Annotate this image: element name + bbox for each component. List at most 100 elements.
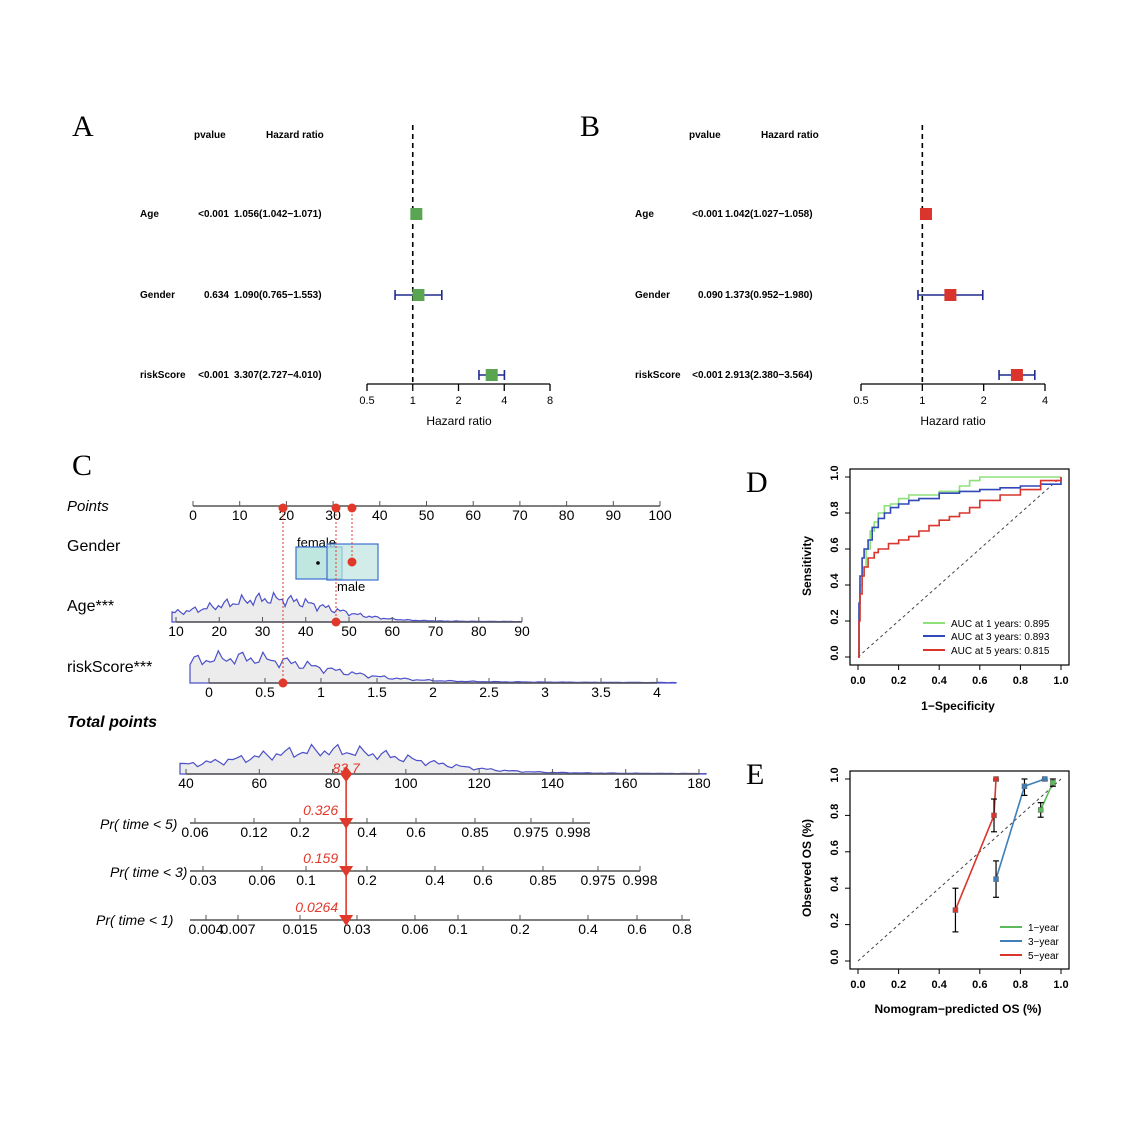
riskscore-tick-label: 1.5: [367, 684, 387, 700]
pr5-tick-label: 0.06: [181, 824, 208, 840]
probability-marker: [339, 915, 354, 926]
probability-value: 0.0264: [295, 899, 338, 915]
points-tick-label: 0: [189, 507, 197, 523]
x-tick-label: 1: [919, 395, 925, 407]
row-label-points: Points: [67, 498, 109, 515]
row-label-riskscore: riskScore***: [67, 659, 152, 676]
x-axis-label: Hazard ratio: [426, 414, 492, 428]
x-tick-label: 2: [455, 395, 461, 407]
diagonal-line: [857, 476, 1062, 658]
x-tick-label: 1.0: [1053, 979, 1068, 991]
pvalue-header: pvalue: [194, 130, 226, 141]
pr1-tick-label: 0.8: [672, 921, 692, 937]
row-label: Gender: [140, 290, 175, 301]
total-points-tick-label: 160: [614, 775, 638, 791]
riskscore-tick-label: 4: [653, 684, 661, 700]
row-pvalue: 0.090: [698, 290, 723, 301]
y-tick-label: 0.0: [829, 645, 841, 660]
pr1-tick-label: 0.007: [220, 921, 255, 937]
row-hazard-ratio: 1.090(0.765−1.553): [234, 290, 322, 301]
calibration-plot: Nomogram−predicted OS (%) Observed OS (%…: [800, 767, 1070, 1016]
y-tick-label: 1.0: [829, 465, 841, 480]
panel-c-letter: C: [72, 449, 92, 482]
gender-female-point: [316, 561, 320, 565]
points-tick-label: 100: [648, 507, 672, 523]
x-tick-label: 1: [410, 395, 416, 407]
hr-point: [485, 369, 498, 381]
age-tick-label: 30: [255, 623, 271, 639]
pr3-tick-label: 0.6: [473, 872, 493, 888]
pvalue-header: pvalue: [689, 130, 721, 141]
panel-a-letter: A: [72, 110, 94, 143]
riskscore-tick-label: 0: [205, 684, 213, 700]
pr3-tick-label: 0.975: [580, 872, 615, 888]
points-tick-label: 60: [465, 507, 481, 523]
row-label-total-points: Total points: [67, 714, 157, 731]
y-tick-label: 0.2: [829, 609, 841, 624]
x-tick-label: 0.6: [972, 675, 987, 687]
x-tick-label: 0.0: [850, 979, 865, 991]
total-points-value: 83.7: [333, 760, 361, 776]
probability-marker: [339, 866, 354, 877]
row-pvalue: 0.634: [204, 290, 229, 301]
row-pvalue: <0.001: [692, 209, 723, 220]
calibration-point: [1050, 779, 1056, 786]
row-pvalue: <0.001: [198, 209, 229, 220]
calibration-point: [1042, 776, 1048, 782]
row-pvalue: <0.001: [692, 370, 723, 381]
pr3-tick-label: 0.2: [357, 872, 377, 888]
y-axis-label: Observed OS (%): [800, 819, 814, 917]
hazard-ratio-header: Hazard ratio: [761, 130, 819, 141]
riskscore-tick-label: 0.5: [255, 684, 275, 700]
selected-value-marker: [347, 557, 357, 567]
row-pvalue: <0.001: [198, 370, 229, 381]
roc-curve: [858, 477, 1062, 658]
pr3-tick-label: 0.998: [622, 872, 657, 888]
y-tick-label: 0.4: [829, 572, 841, 588]
pr3-tick-label: 0.03: [189, 872, 216, 888]
pr3-tick-label: 0.06: [248, 872, 275, 888]
row-hazard-ratio: 1.373(0.952−1.980): [725, 290, 813, 301]
row-hazard-ratio: 2.913(2.380−3.564): [725, 370, 813, 381]
riskscore-tick-label: 2.5: [479, 684, 499, 700]
probability-value: 0.326: [303, 802, 338, 818]
y-tick-label: 0.8: [829, 804, 841, 819]
x-tick-label: 0.5: [359, 395, 374, 407]
y-tick-label: 0.0: [829, 949, 841, 964]
pr1-tick-label: 0.6: [627, 921, 647, 937]
pr1-tick-label: 0.4: [578, 921, 598, 937]
row-label-pr3: Pr( time < 3): [110, 864, 187, 880]
calibration-curve: [1039, 782, 1054, 811]
x-tick-label: 0.8: [1013, 675, 1028, 687]
pr1-tick-label: 0.03: [343, 921, 370, 937]
row-label-gender: Gender: [67, 538, 121, 555]
pr5-tick-label: 0.12: [240, 824, 267, 840]
row-label: Age: [635, 209, 654, 220]
x-tick-label: 0.5: [853, 395, 868, 407]
probability-value: 0.159: [303, 850, 338, 866]
points-tick-label: 10: [232, 507, 248, 523]
plot-frame: [849, 770, 1070, 970]
selected-value-marker: [347, 503, 357, 513]
points-tick-label: 80: [559, 507, 575, 523]
panel-e-letter: E: [746, 758, 764, 791]
x-tick-label: 1.0: [1053, 675, 1068, 687]
calibration-curve: [954, 778, 997, 911]
pr5-tick-label: 0.4: [357, 824, 377, 840]
calibration-point: [993, 876, 999, 882]
gender-level-female: female: [297, 535, 336, 550]
calibration-point: [991, 812, 997, 819]
hr-point: [944, 289, 957, 301]
hr-point: [919, 208, 932, 220]
row-hazard-ratio: 1.042(1.027−1.058): [725, 209, 813, 220]
pr3-tick-label: 0.85: [529, 872, 556, 888]
row-label: Gender: [635, 290, 670, 301]
row-label: riskScore: [140, 370, 186, 381]
y-tick-label: 0.2: [829, 913, 841, 928]
riskscore-tick-label: 3: [541, 684, 549, 700]
row-label: Age: [140, 209, 159, 220]
calibration-point: [993, 776, 999, 782]
age-tick-label: 70: [428, 623, 444, 639]
calibration-curve: [995, 778, 1046, 880]
hr-point: [1010, 369, 1023, 381]
